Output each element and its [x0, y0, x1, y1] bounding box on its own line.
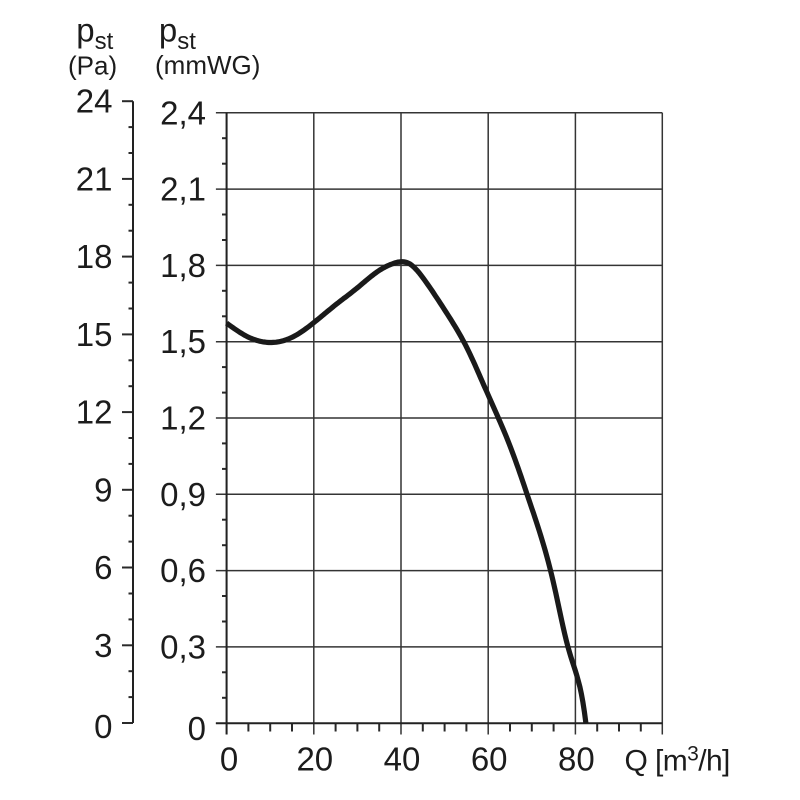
svg-text:20: 20 [296, 741, 333, 778]
svg-text:pst: pst [76, 12, 113, 56]
svg-text:60: 60 [471, 741, 508, 778]
svg-text:15: 15 [76, 316, 113, 353]
svg-text:21: 21 [76, 160, 113, 197]
svg-text:1,8: 1,8 [160, 247, 206, 284]
svg-text:9: 9 [94, 471, 112, 508]
svg-text:18: 18 [76, 238, 113, 275]
svg-text:(mmWG): (mmWG) [155, 50, 260, 80]
svg-text:3: 3 [94, 627, 112, 664]
svg-text:Q [m3/h]: Q [m3/h] [625, 743, 730, 778]
svg-text:0,3: 0,3 [160, 628, 206, 665]
svg-text:12: 12 [76, 394, 113, 431]
svg-text:0: 0 [188, 710, 206, 747]
svg-text:1,5: 1,5 [160, 323, 206, 360]
svg-text:0: 0 [220, 741, 238, 778]
svg-text:0,6: 0,6 [160, 552, 206, 589]
svg-text:2,1: 2,1 [160, 171, 206, 208]
svg-text:0,9: 0,9 [160, 476, 206, 513]
svg-text:0: 0 [94, 708, 112, 745]
svg-text:1,2: 1,2 [160, 400, 206, 437]
svg-text:pst: pst [159, 12, 196, 56]
svg-text:(Pa): (Pa) [68, 51, 117, 81]
svg-text:40: 40 [384, 741, 421, 778]
svg-text:24: 24 [76, 83, 113, 120]
svg-text:2,4: 2,4 [160, 94, 206, 131]
svg-text:6: 6 [94, 549, 112, 586]
svg-text:80: 80 [558, 741, 595, 778]
